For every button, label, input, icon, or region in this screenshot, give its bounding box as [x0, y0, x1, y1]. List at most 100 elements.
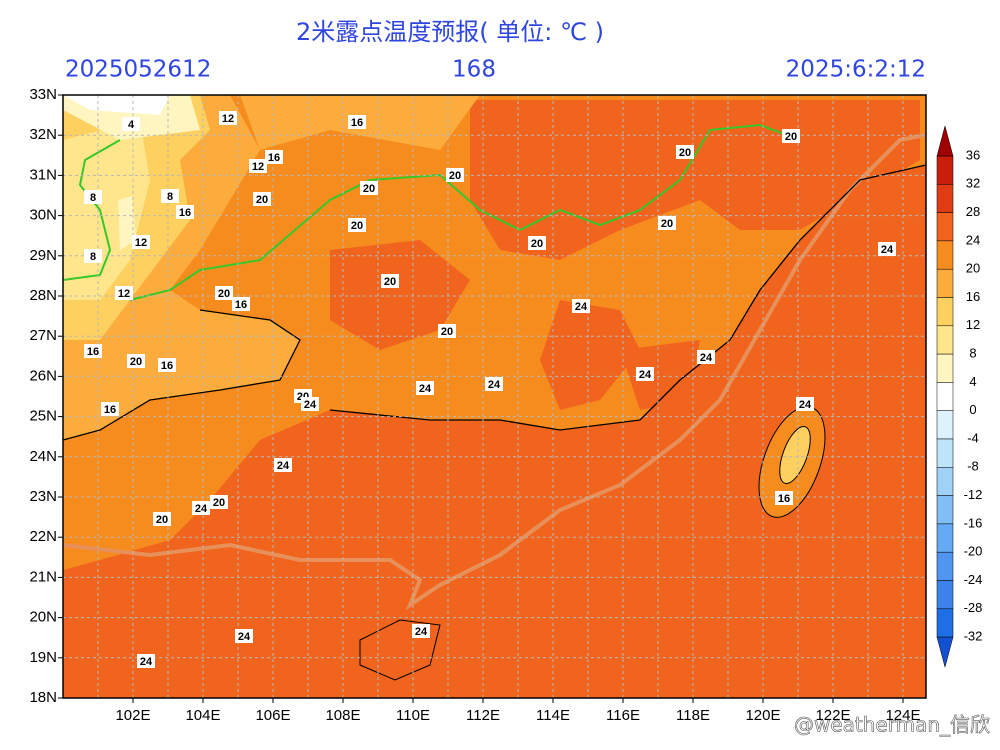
contour-label-box [115, 286, 133, 300]
contour-label-box [658, 216, 676, 230]
contour-label-box [485, 377, 503, 391]
colorbar-box [936, 184, 954, 213]
colorbar-box [936, 608, 954, 638]
region-0 [63, 95, 170, 115]
colorbar-label: -20 [964, 544, 983, 559]
contour-label-box [301, 397, 319, 411]
colorbar-box [936, 523, 954, 553]
contour-label: 24 [700, 352, 713, 364]
lat-tick-label: 22N [29, 528, 57, 545]
lon-tick-label: 102E [115, 707, 150, 724]
contour-label-box [878, 242, 896, 256]
colorbar-label: -8 [967, 459, 979, 474]
contour-label-box [253, 192, 271, 206]
colorbar-box [936, 297, 954, 327]
colorbar-label: -16 [964, 515, 983, 530]
contour-label-box [153, 512, 171, 526]
map-frame [62, 94, 927, 699]
colorbar-label: -12 [964, 487, 983, 502]
lat-tick-label: 28N [29, 287, 57, 304]
colorbar-box [936, 240, 954, 270]
lon-tick-label: 122E [815, 707, 850, 724]
contour-label: 20 [256, 194, 268, 206]
lat-tick-label: 21N [29, 568, 57, 585]
contour-label-box [219, 111, 237, 125]
contour-label: 12 [222, 113, 234, 125]
contour-label: 12 [118, 288, 130, 300]
lat-tick-label: 26N [29, 367, 57, 384]
contour-label: 8 [167, 191, 173, 203]
contour-label: 12 [252, 161, 264, 173]
lat-tick-label: 27N [29, 327, 57, 344]
contour-label-box [265, 150, 283, 164]
colorbar-label: 4 [969, 374, 976, 389]
region-4 [63, 95, 200, 250]
contour-label: 24 [799, 399, 812, 411]
contour-label: 24 [195, 503, 208, 515]
valid-time: 2025:6:2:12 [786, 57, 926, 83]
lon-tick-label: 124E [885, 707, 920, 724]
contour-label: 24 [304, 399, 317, 411]
colorbar-label: 8 [969, 346, 976, 361]
coastline [63, 133, 926, 611]
lon-tick-label: 110E [396, 707, 430, 724]
contour-label: 16 [104, 404, 116, 416]
colorbar-label: 16 [966, 289, 980, 304]
contour-label: 24 [415, 626, 428, 638]
contour-label: 20 [785, 131, 797, 143]
lon-tick-label: 114E [536, 707, 570, 724]
colorbar-box [936, 551, 954, 581]
contour-label: 20 [441, 326, 453, 338]
contour-label: 16 [235, 299, 247, 311]
contour-label: 20 [531, 238, 543, 250]
colorbar-label: 24 [966, 232, 980, 247]
contour-label-box [161, 189, 179, 203]
taiwan-high [779, 426, 811, 484]
contour-label: 16 [268, 152, 280, 164]
contour-label: 16 [351, 117, 363, 129]
contour-label-box [235, 629, 253, 643]
contour-label-box [381, 274, 399, 288]
colorbar-label: -28 [964, 600, 983, 615]
grid [63, 94, 926, 699]
contours [63, 164, 926, 441]
contour-label-box [158, 358, 176, 372]
title: 2米露点温度预报( 单位: ℃ ) [296, 18, 604, 46]
contour-label-box [438, 324, 456, 338]
contour-label-box [775, 491, 793, 505]
lon-tick-label: 116E [606, 707, 640, 724]
colorbar-label: -24 [964, 572, 983, 587]
colorbar-box [936, 212, 954, 242]
contour-label-box [348, 115, 366, 129]
lon-tick-label: 104E [185, 707, 220, 724]
contour-label: 20 [384, 276, 396, 288]
colorbar-box [936, 353, 954, 383]
contour-label: 24 [277, 460, 290, 472]
contour-label-box [137, 654, 155, 668]
contour-label-box [210, 495, 228, 509]
init-time: 2025052612 [65, 57, 211, 83]
contour-label: 20 [351, 220, 363, 232]
colorbar-box [936, 438, 954, 468]
contour-label: 20 [449, 170, 461, 182]
lon-tick-label: 108E [325, 707, 360, 724]
contour-label: 20 [130, 356, 142, 368]
contour-label-box [84, 344, 102, 358]
contour-label-box [249, 159, 267, 173]
contour-label: 4 [128, 119, 135, 131]
forecast-hour: 168 [452, 57, 496, 83]
contour-label-box [636, 367, 654, 381]
colorbar-box [936, 325, 954, 355]
contour-label: 20 [218, 288, 230, 300]
contour-label: 24 [419, 383, 432, 395]
contour-label-box [232, 297, 250, 311]
lon-tick-label: 118E [676, 707, 710, 724]
contour-label: 20 [679, 147, 691, 159]
colorbar-label: -32 [964, 629, 983, 644]
colorbar-label: 0 [969, 402, 976, 417]
contour-label-box [360, 181, 378, 195]
contour-label-box [101, 402, 119, 416]
contour-label-box [192, 501, 210, 515]
watermark: @weatherman_信欣 [794, 713, 990, 737]
